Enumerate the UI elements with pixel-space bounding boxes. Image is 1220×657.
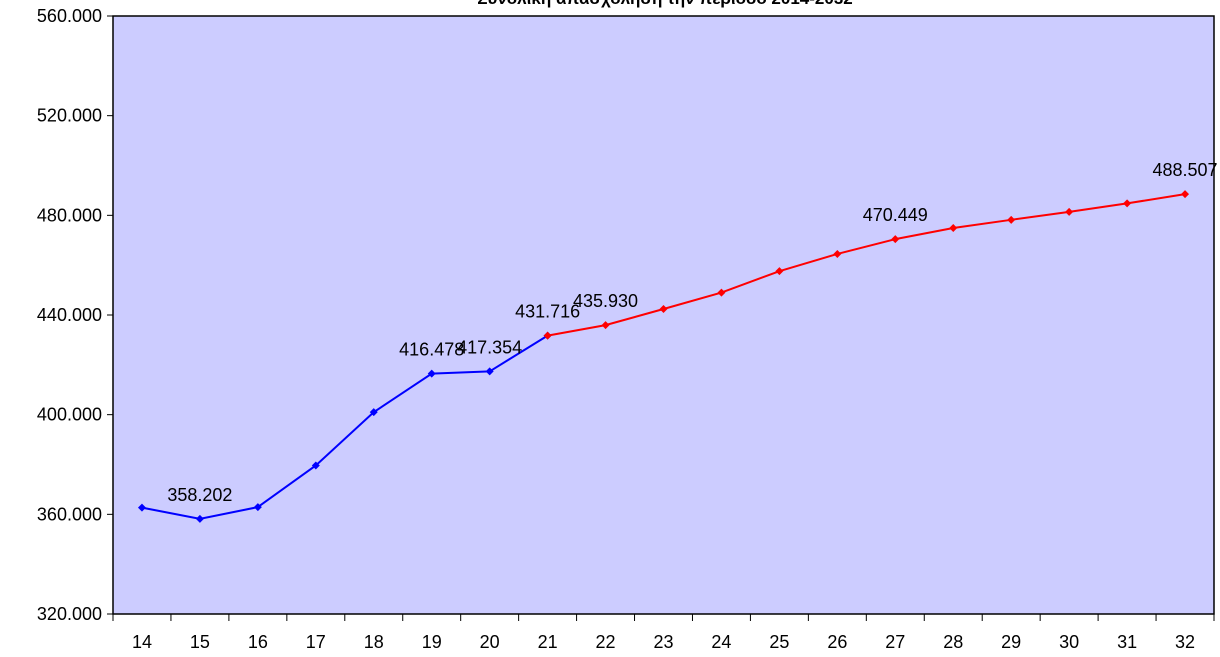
data-point-marker xyxy=(1065,207,1074,216)
data-label: 435.930 xyxy=(573,291,638,311)
data-point-marker xyxy=(195,514,204,523)
data-point-marker xyxy=(949,224,958,233)
x-tick-label: 23 xyxy=(653,632,673,652)
y-tick-label: 360.000 xyxy=(37,504,102,524)
data-point-marker xyxy=(369,408,378,417)
series-layer xyxy=(137,190,1190,523)
x-axis: 14 15 16 17 18 19 20 21 22 23 24 25 26 27 28 29 30 31 32 xyxy=(112,614,1215,652)
x-tick-label: 17 xyxy=(306,632,326,652)
x-tick-label: 30 xyxy=(1059,632,1079,652)
data-label: 431.716 xyxy=(515,302,580,322)
data-label: 470.449 xyxy=(863,205,928,225)
series-line xyxy=(547,193,1186,337)
x-tick-label: 29 xyxy=(1001,632,1021,652)
x-tick-label: 21 xyxy=(538,632,558,652)
x-tick-label: 19 xyxy=(422,632,442,652)
x-tick-label: 14 xyxy=(132,632,152,652)
data-point-marker xyxy=(1181,190,1190,199)
data-point-marker xyxy=(1007,215,1016,224)
x-tick-label: 25 xyxy=(769,632,789,652)
x-tick-label: 24 xyxy=(711,632,731,652)
data-point-marker xyxy=(775,267,784,276)
data-point-marker xyxy=(311,461,320,470)
y-tick-label: 520.000 xyxy=(37,106,102,126)
y-tick-label: 320.000 xyxy=(37,604,102,624)
data-label: 488.507 xyxy=(1152,160,1217,180)
data-point-marker xyxy=(427,369,436,378)
data-point-marker xyxy=(891,235,900,244)
data-point-marker xyxy=(485,367,494,376)
x-tick-label: 18 xyxy=(364,632,384,652)
data-point-marker xyxy=(601,321,610,330)
y-tick-label: 480.000 xyxy=(37,205,102,225)
data-label: 416.478 xyxy=(399,340,464,360)
y-tick-label: 560.000 xyxy=(37,6,102,26)
data-point-marker xyxy=(1123,199,1132,208)
y-tick-label: 440.000 xyxy=(37,305,102,325)
chart-title: Συνολική απασχόληση την περίοδο 2014-203… xyxy=(477,0,852,8)
data-point-marker xyxy=(543,331,552,340)
x-tick-label: 20 xyxy=(480,632,500,652)
data-point-marker xyxy=(137,503,146,512)
data-point-marker xyxy=(717,288,726,297)
data-point-marker xyxy=(253,503,262,512)
x-tick-label: 28 xyxy=(943,632,963,652)
x-tick-label: 22 xyxy=(596,632,616,652)
x-tick-label: 32 xyxy=(1175,632,1195,652)
y-axis: 320.000 360.000 400.000 440.000 480.000 520.0… xyxy=(37,6,113,624)
plot-area xyxy=(112,15,1215,615)
y-tick-label: 400.000 xyxy=(37,405,102,425)
x-tick-label: 27 xyxy=(885,632,905,652)
data-label: 417.354 xyxy=(457,337,522,357)
x-tick-label: 31 xyxy=(1117,632,1137,652)
x-tick-label: 15 xyxy=(190,632,210,652)
x-tick-label: 16 xyxy=(248,632,268,652)
data-label: 358.202 xyxy=(167,485,232,505)
series-line xyxy=(141,334,549,520)
data-point-marker xyxy=(833,249,842,258)
x-tick-label: 26 xyxy=(827,632,847,652)
data-point-marker xyxy=(659,305,668,314)
